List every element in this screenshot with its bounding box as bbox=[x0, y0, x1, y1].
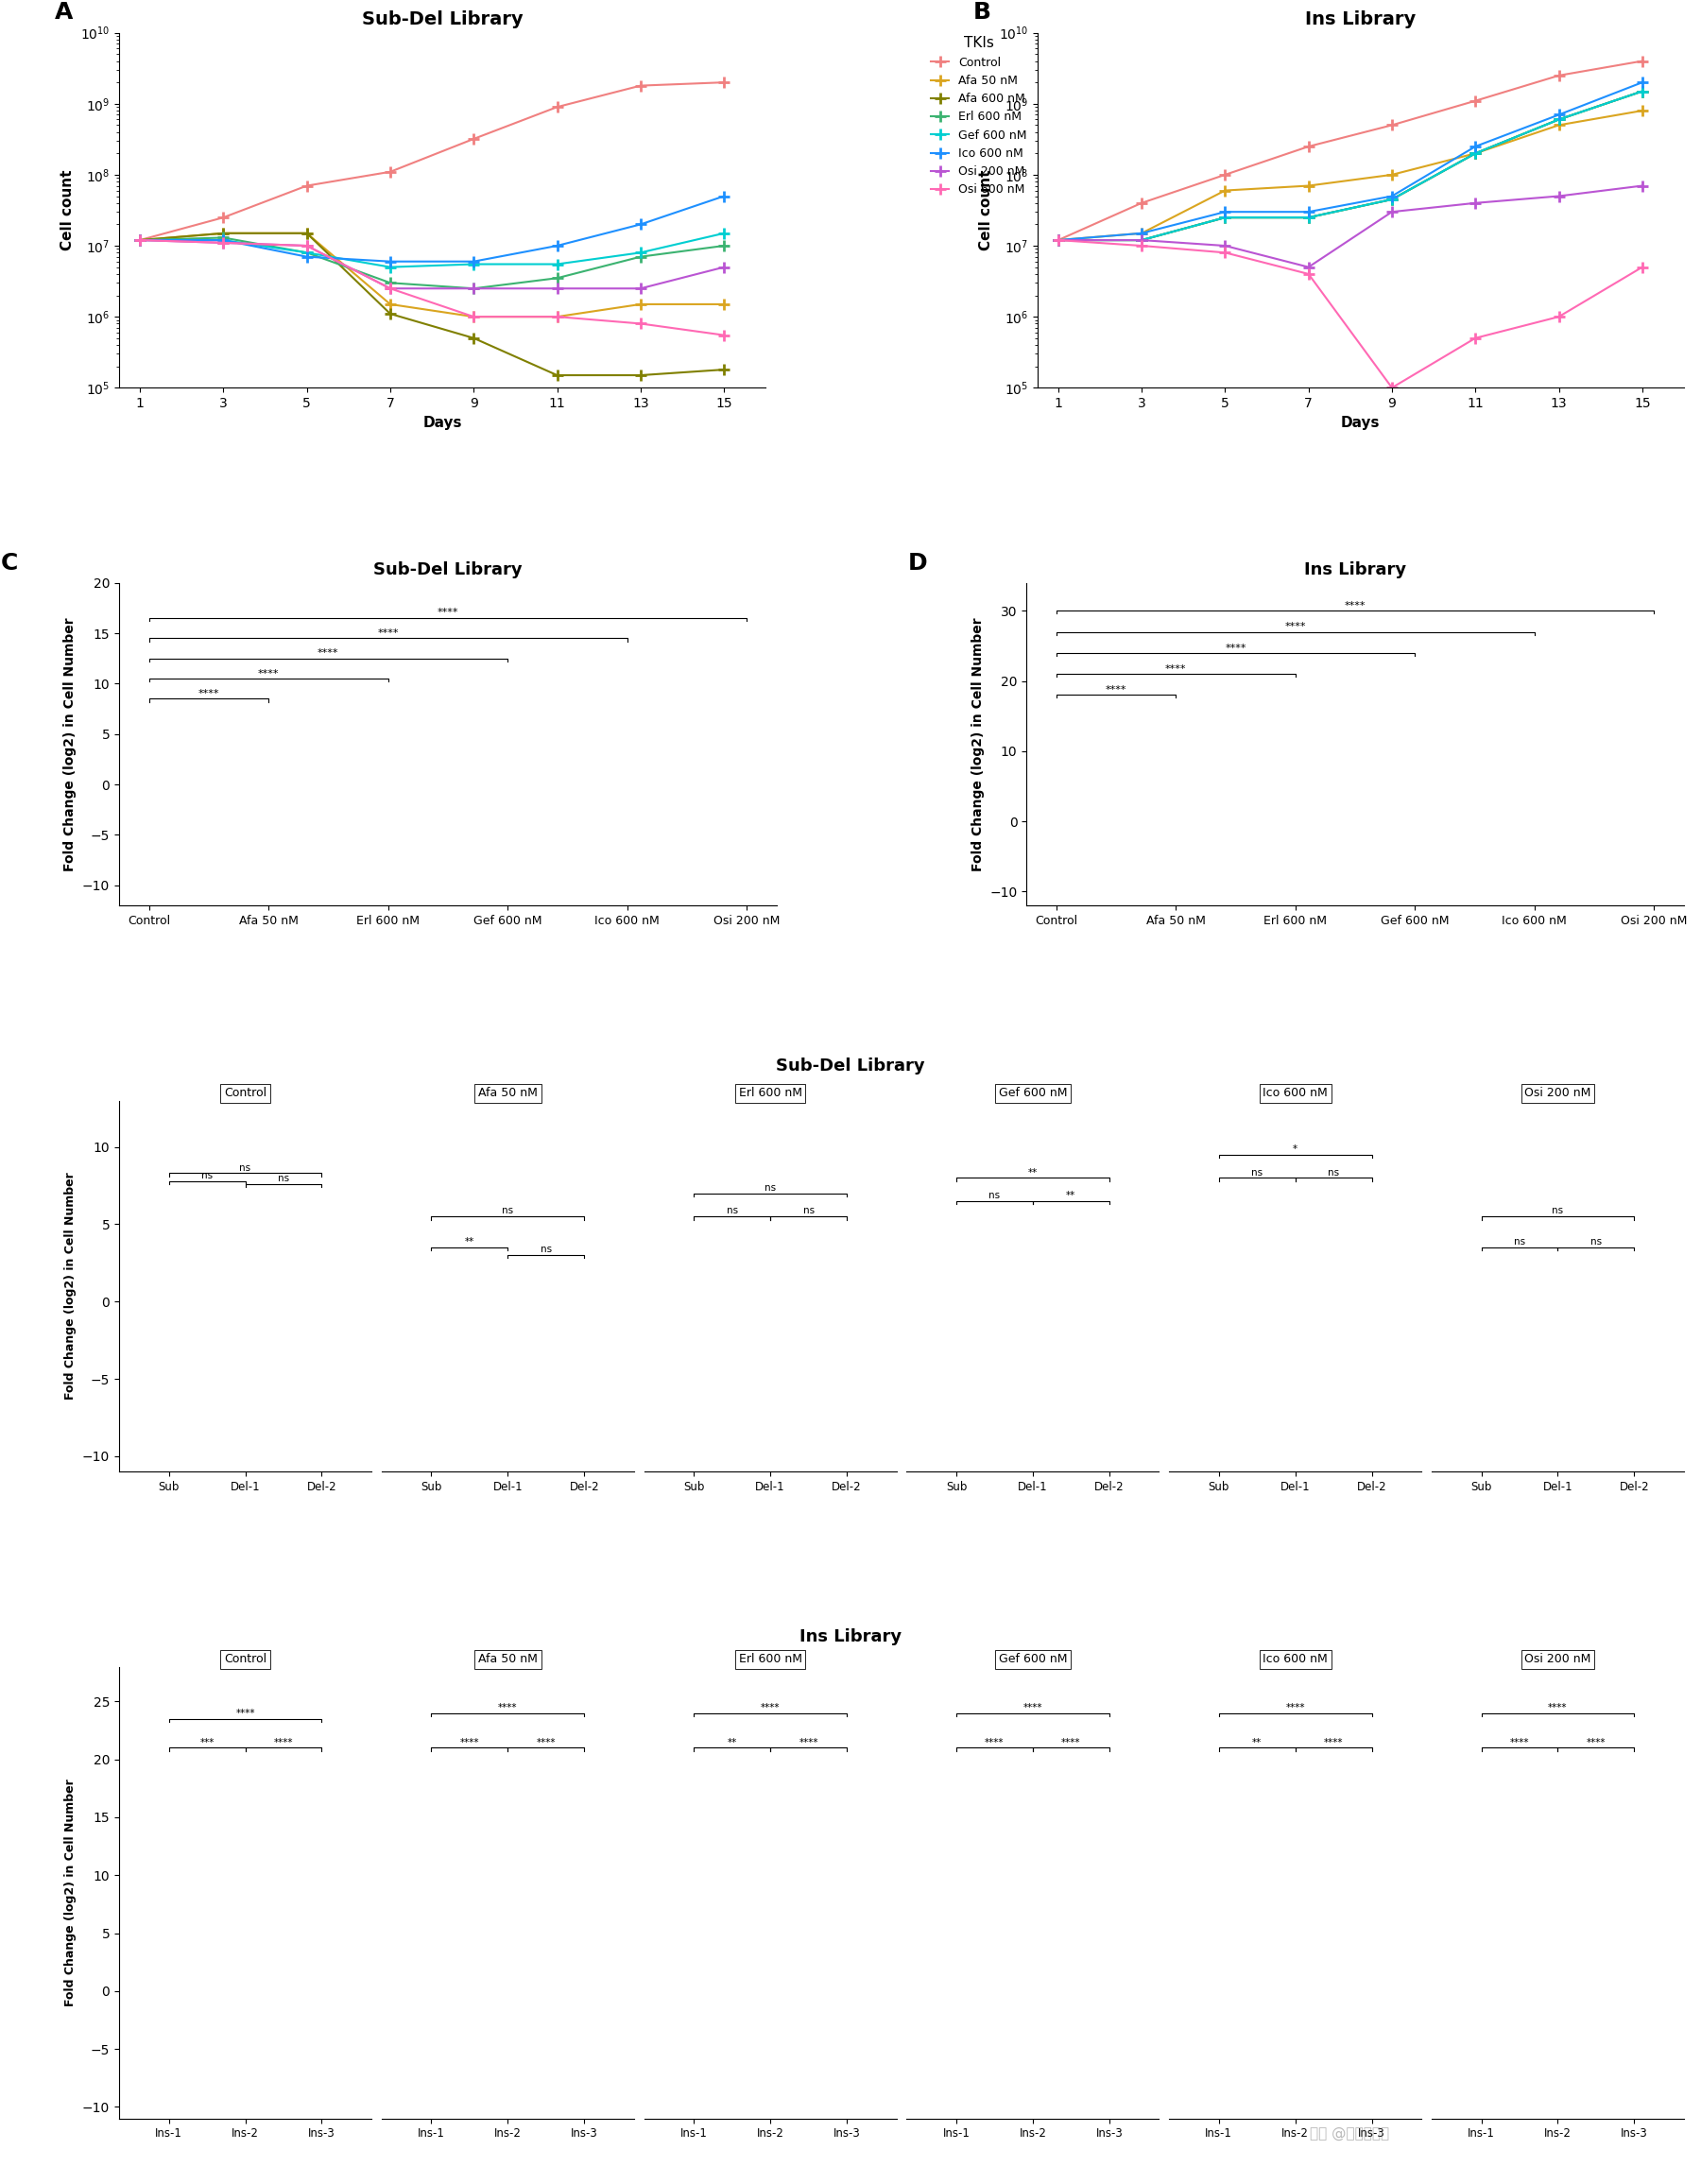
Text: ****: **** bbox=[235, 1708, 255, 1719]
Y-axis label: Cell count: Cell count bbox=[980, 170, 993, 251]
Text: **: ** bbox=[728, 1738, 737, 1747]
Text: ****: **** bbox=[985, 1738, 1004, 1747]
Text: ns: ns bbox=[988, 1190, 1000, 1201]
Text: ns: ns bbox=[1551, 1206, 1563, 1216]
Title: Ico 600 nM: Ico 600 nM bbox=[1262, 1088, 1328, 1099]
Title: Ins Library: Ins Library bbox=[1305, 561, 1407, 579]
Text: ****: **** bbox=[1323, 1738, 1344, 1747]
Y-axis label: Fold Change (log2) in Cell Number: Fold Change (log2) in Cell Number bbox=[63, 618, 77, 871]
Text: ****: **** bbox=[1284, 622, 1306, 631]
Text: ****: **** bbox=[799, 1738, 818, 1747]
Text: Sub-Del Library: Sub-Del Library bbox=[776, 1057, 925, 1075]
Text: ****: **** bbox=[1225, 642, 1247, 653]
Text: A: A bbox=[54, 0, 73, 24]
Text: ***: *** bbox=[199, 1738, 214, 1747]
Text: ns: ns bbox=[726, 1206, 738, 1216]
Text: ns: ns bbox=[201, 1171, 213, 1179]
Title: Control: Control bbox=[225, 1653, 267, 1666]
Text: ****: **** bbox=[378, 629, 398, 638]
Text: ****: **** bbox=[197, 688, 219, 699]
Text: ns: ns bbox=[502, 1206, 514, 1216]
Title: Erl 600 nM: Erl 600 nM bbox=[738, 1653, 801, 1666]
Title: Sub-Del Library: Sub-Del Library bbox=[362, 11, 522, 28]
Text: **: ** bbox=[1252, 1738, 1262, 1747]
Y-axis label: Fold Change (log2) in Cell Number: Fold Change (log2) in Cell Number bbox=[971, 618, 985, 871]
Text: ****: **** bbox=[1510, 1738, 1529, 1747]
Text: D: D bbox=[908, 553, 927, 574]
Text: **: ** bbox=[464, 1236, 475, 1247]
Text: ****: **** bbox=[1587, 1738, 1606, 1747]
Text: C: C bbox=[0, 553, 19, 574]
Title: Afa 50 nM: Afa 50 nM bbox=[478, 1653, 538, 1666]
Text: ****: **** bbox=[760, 1704, 781, 1712]
Title: Ico 600 nM: Ico 600 nM bbox=[1262, 1653, 1328, 1666]
Text: Ins Library: Ins Library bbox=[799, 1627, 902, 1645]
Text: ****: **** bbox=[459, 1738, 480, 1747]
Title: Control: Control bbox=[225, 1088, 267, 1099]
Title: Osi 200 nM: Osi 200 nM bbox=[1524, 1653, 1590, 1666]
Text: ****: **** bbox=[1344, 601, 1366, 612]
Text: ****: **** bbox=[1106, 686, 1126, 695]
Text: ns: ns bbox=[541, 1245, 551, 1254]
Text: ****: **** bbox=[1286, 1704, 1305, 1712]
Text: ns: ns bbox=[764, 1184, 776, 1192]
Text: ns: ns bbox=[1590, 1236, 1602, 1247]
Text: 知乎 @如罗亦如幻: 知乎 @如罗亦如幻 bbox=[1310, 2127, 1390, 2140]
Text: ns: ns bbox=[240, 1164, 252, 1173]
Text: *: * bbox=[1293, 1144, 1298, 1153]
Y-axis label: Fold Change (log2) in Cell Number: Fold Change (log2) in Cell Number bbox=[65, 1778, 77, 2007]
Text: ****: **** bbox=[1061, 1738, 1080, 1747]
Y-axis label: Fold Change (log2) in Cell Number: Fold Change (log2) in Cell Number bbox=[65, 1173, 77, 1400]
Title: Osi 200 nM: Osi 200 nM bbox=[1524, 1088, 1590, 1099]
Title: Gef 600 nM: Gef 600 nM bbox=[998, 1653, 1067, 1666]
Title: Erl 600 nM: Erl 600 nM bbox=[738, 1088, 801, 1099]
Text: ****: **** bbox=[318, 649, 338, 657]
Text: ****: **** bbox=[498, 1704, 517, 1712]
Title: Gef 600 nM: Gef 600 nM bbox=[998, 1088, 1067, 1099]
Text: **: ** bbox=[1027, 1168, 1038, 1177]
Legend: Control, Afa 50 nM, Afa 600 nM, Erl 600 nM, Gef 600 nM, Ico 600 nM, Osi 200 nM, : Control, Afa 50 nM, Afa 600 nM, Erl 600 … bbox=[927, 31, 1031, 201]
Title: Afa 50 nM: Afa 50 nM bbox=[478, 1088, 538, 1099]
Text: ns: ns bbox=[1328, 1168, 1339, 1177]
Text: ****: **** bbox=[437, 607, 459, 618]
Text: ****: **** bbox=[1548, 1704, 1568, 1712]
Title: Ins Library: Ins Library bbox=[1305, 11, 1415, 28]
X-axis label: Days: Days bbox=[1340, 415, 1380, 430]
Text: ****: **** bbox=[274, 1738, 293, 1747]
X-axis label: Days: Days bbox=[424, 415, 463, 430]
Text: ****: **** bbox=[1022, 1704, 1043, 1712]
Text: ****: **** bbox=[259, 668, 279, 677]
Y-axis label: Cell count: Cell count bbox=[61, 170, 75, 251]
Text: ****: **** bbox=[536, 1738, 556, 1747]
Text: ns: ns bbox=[803, 1206, 815, 1216]
Title: Sub-Del Library: Sub-Del Library bbox=[373, 561, 522, 579]
Text: ns: ns bbox=[1252, 1168, 1262, 1177]
Text: **: ** bbox=[1067, 1190, 1075, 1201]
Text: B: B bbox=[973, 0, 990, 24]
Text: ns: ns bbox=[277, 1173, 289, 1184]
Text: ****: **** bbox=[1165, 664, 1187, 673]
Text: ns: ns bbox=[1514, 1236, 1526, 1247]
